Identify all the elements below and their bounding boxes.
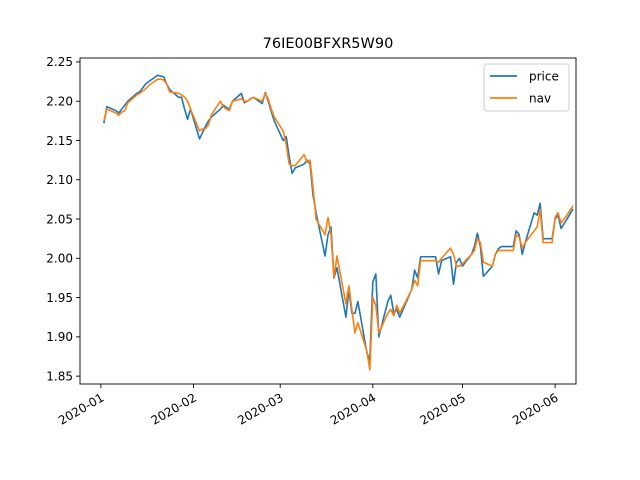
y-tick-label: 1.85 [46, 369, 73, 383]
y-tick-label: 1.90 [46, 330, 73, 344]
y-tick-label: 2.15 [46, 134, 73, 148]
y-tick-label: 1.95 [46, 291, 73, 305]
chart-title: 76IE00BFXR5W90 [263, 36, 394, 52]
y-tick-label: 2.25 [46, 55, 73, 69]
axes-frame [79, 57, 577, 385]
y-tick-label: 2.20 [46, 95, 73, 109]
y-tick-label: 2.10 [46, 173, 73, 187]
legend: price nav [483, 63, 570, 112]
legend-label-nav: nav [529, 91, 551, 105]
y-tick-label: 2.00 [46, 252, 73, 266]
legend-label-price: price [529, 69, 559, 83]
series-line-nav [103, 78, 574, 371]
y-tick-label: 2.05 [46, 212, 73, 226]
plot-area [103, 74, 574, 371]
